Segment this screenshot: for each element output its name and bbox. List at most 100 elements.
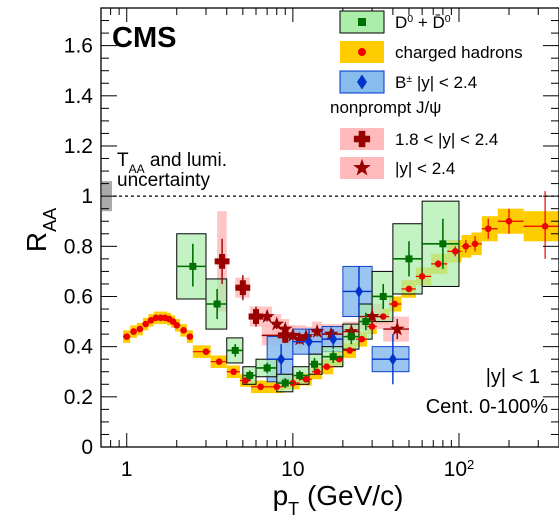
legend-label-jpsi-forward: 1.8 < |y| < 2.4 bbox=[395, 130, 498, 149]
charged-hadron-point-22 bbox=[323, 363, 331, 371]
charged-hadron-point-34 bbox=[471, 240, 479, 248]
charged-hadron-point-18 bbox=[273, 383, 281, 391]
charged-hadron-point-33 bbox=[462, 243, 470, 250]
legend-label-charged-hadron: charged hadrons bbox=[395, 43, 523, 62]
jpsi-forward-point-2 bbox=[248, 309, 264, 324]
centrality-annotation: Cent. 0-100% bbox=[426, 396, 549, 418]
legend-label-d0: D0 + D̄0 bbox=[395, 13, 451, 32]
y-tick-label-4: 0.8 bbox=[64, 235, 93, 258]
bplus-point-3 bbox=[354, 285, 363, 298]
uncertainty-text-line2: uncertainty bbox=[117, 170, 210, 191]
jpsi-central-point-1 bbox=[269, 316, 285, 331]
charged-hadron-point-20 bbox=[302, 375, 310, 383]
cms-title: CMS bbox=[112, 22, 176, 54]
x-tick-label-1: 10 bbox=[281, 458, 304, 481]
y-tick-label-3: 0.6 bbox=[64, 285, 93, 308]
legend-label-jpsi-central: |y| < 2.4 bbox=[395, 159, 455, 178]
jpsi-central-point-9 bbox=[364, 308, 380, 323]
y-tick-label-5: 1 bbox=[81, 185, 93, 208]
d0-point-8 bbox=[329, 353, 337, 361]
legend-label-bplus: B± |y| < 2.4 bbox=[395, 73, 477, 92]
rapidity-annotation: |y| < 1 bbox=[486, 366, 540, 388]
x-tick-label-0: 1 bbox=[121, 458, 133, 481]
charged-hadron-point-0 bbox=[123, 333, 131, 340]
charged-hadron-point-4 bbox=[147, 317, 155, 324]
bplus-point-2 bbox=[329, 333, 338, 346]
d0-point-6 bbox=[296, 372, 304, 380]
charged-hadron-point-1 bbox=[130, 328, 137, 335]
charged-hadron-point-24 bbox=[346, 347, 354, 354]
axis-ticks: 1 10 102 0 0.2 0.4 0.6 0.8 1 1.2 1.4 1.6 bbox=[64, 7, 559, 482]
y-tick-label-8: 1.6 bbox=[64, 35, 93, 58]
legend-header: nonprompt J/ψ bbox=[330, 98, 441, 117]
jpsi-central-point-7 bbox=[323, 326, 339, 341]
bplus-point-0 bbox=[277, 353, 286, 366]
charged-hadron-point-37 bbox=[541, 222, 549, 230]
charged-hadron-point-2 bbox=[136, 325, 144, 333]
y-axis-label: RAA bbox=[21, 208, 60, 252]
y-tick-label-7: 1.4 bbox=[64, 85, 94, 108]
plot-frame bbox=[100, 7, 559, 448]
jpsi-central-point-6 bbox=[309, 323, 325, 338]
charged-hadron-point-26 bbox=[368, 323, 376, 330]
uncertainty-text-line1: TAA and lumi. bbox=[117, 150, 227, 176]
charged-hadron-point-28 bbox=[391, 300, 398, 308]
jpsi-central-point-0 bbox=[259, 308, 275, 323]
y-tick-label-6: 1.2 bbox=[64, 135, 93, 158]
charged-hadron-point-29 bbox=[405, 285, 413, 293]
x-axis-label: pT (GeV/c) bbox=[273, 480, 404, 519]
charged-hadron-point-25 bbox=[358, 335, 366, 343]
charged-hadron-point-32 bbox=[451, 248, 459, 255]
d0-point-0 bbox=[189, 262, 197, 270]
x-tick-label-2: 102 bbox=[444, 457, 475, 482]
legend-marker-jpsi-central bbox=[353, 158, 371, 176]
charged-hadron-point-35 bbox=[484, 225, 492, 233]
legend-marker-d0 bbox=[358, 18, 366, 26]
charged-hadron-point-13 bbox=[202, 348, 210, 355]
systematic-bands bbox=[123, 200, 559, 394]
charged-hadron-point-31 bbox=[434, 260, 442, 268]
legend-marker-charged-hadron bbox=[358, 48, 366, 56]
jpsi-central-point-5 bbox=[298, 328, 314, 343]
jpsi-central-point-10 bbox=[389, 321, 405, 336]
charged-hadron-point-10 bbox=[173, 322, 181, 329]
d0-point-7 bbox=[311, 360, 319, 368]
d0-point-12 bbox=[405, 255, 413, 263]
data-points bbox=[123, 191, 559, 391]
charged-hadron-point-3 bbox=[142, 320, 149, 328]
charged-hadron-point-5 bbox=[152, 314, 160, 322]
charged-hadron-point-15 bbox=[230, 368, 237, 376]
jpsi-central-point-4 bbox=[292, 331, 308, 346]
charged-hadron-point-36 bbox=[505, 217, 513, 225]
legend-marker-jpsi-forward bbox=[353, 130, 371, 148]
charged-hadron-point-23 bbox=[335, 355, 343, 363]
d0-point-5 bbox=[281, 379, 289, 387]
charged-hadron-point-30 bbox=[418, 273, 426, 280]
bplus-point-1 bbox=[304, 335, 313, 348]
bplus-point-4 bbox=[388, 353, 397, 366]
charged-hadron-point-14 bbox=[215, 358, 223, 366]
d0-point-4 bbox=[263, 364, 271, 372]
y-tick-label-2: 0.4 bbox=[64, 336, 94, 359]
d0-point-2 bbox=[231, 346, 239, 354]
jpsi-forward-point-0 bbox=[214, 253, 230, 269]
jpsi-forward-point-3 bbox=[277, 327, 293, 343]
charged-hadron-point-21 bbox=[313, 368, 321, 376]
y-tick-label-0: 0 bbox=[81, 436, 93, 459]
jpsi-forward-point-1 bbox=[235, 280, 251, 296]
d0-point-11 bbox=[379, 292, 387, 300]
d0-point-3 bbox=[246, 372, 254, 380]
jpsi-central-point-2 bbox=[277, 321, 293, 336]
jpsi-central-point-3 bbox=[285, 327, 301, 342]
d0-point-13 bbox=[439, 240, 447, 248]
y-tick-label-1: 0.2 bbox=[64, 386, 93, 409]
legend-marker-bplus bbox=[357, 74, 367, 90]
d0-point-9 bbox=[347, 333, 355, 341]
d0-point-10 bbox=[362, 318, 370, 326]
d0-point-1 bbox=[213, 300, 221, 308]
legend: D0 + D̄0 charged hadrons B± |y| < 2.4 1.8 <… bbox=[330, 10, 523, 179]
charged-hadron-point-12 bbox=[186, 333, 194, 340]
charged-hadron-point-11 bbox=[180, 327, 187, 334]
charged-hadron-point-17 bbox=[257, 383, 264, 391]
